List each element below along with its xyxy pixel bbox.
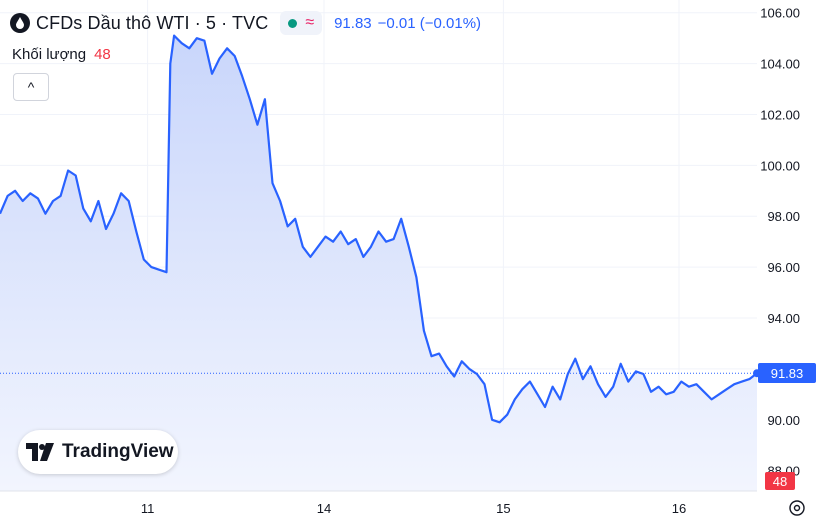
oil-drop-icon: [10, 13, 30, 33]
last-price: 91.83: [334, 14, 372, 32]
time-axis: 11 14 15 16: [141, 501, 686, 516]
x-tick-label: 16: [672, 501, 686, 516]
logo-text: TradingView: [62, 441, 174, 462]
volume-legend: Khối lượng 48: [12, 46, 111, 63]
price-change: −0.01 (−0.01%): [377, 14, 482, 32]
x-tick-label: 11: [141, 501, 155, 516]
settings-icon[interactable]: [787, 498, 807, 518]
x-tick-label: 15: [496, 501, 510, 516]
volume-tag: 48: [765, 472, 795, 490]
symbol-title[interactable]: CFDs Dầu thô WTI · 5 · TVC: [36, 12, 269, 33]
y-tick-label: 98.00: [767, 209, 800, 224]
volume-value: 48: [94, 46, 111, 63]
price-area: [0, 35, 757, 491]
y-tick-label: 90.00: [767, 413, 800, 428]
last-price-tag: 91.83: [758, 363, 816, 384]
tradingview-logo[interactable]: TradingView: [18, 430, 178, 474]
y-tick-label: 96.00: [767, 260, 800, 275]
y-tick-label: 106.00: [760, 6, 800, 21]
tv-logo-icon: [26, 443, 54, 461]
y-tick-label: 104.00: [760, 57, 800, 72]
green-dot-icon: [288, 18, 298, 28]
y-tick-label: 102.00: [760, 107, 800, 122]
y-tick-label: 94.00: [767, 311, 800, 326]
chevron-up-icon: ^: [27, 79, 35, 95]
collapse-legend-button[interactable]: ^: [13, 73, 49, 101]
y-tick-label: 100.00: [760, 158, 800, 173]
market-status[interactable]: ≈: [280, 11, 323, 35]
price-axis: 106.00 104.00 102.00 100.00 98.00 96.00 94.00 9…: [760, 6, 800, 479]
x-tick-label: 14: [317, 501, 331, 516]
volume-label: Khối lượng: [12, 46, 87, 63]
wave-icon: ≈: [305, 14, 315, 31]
price-line: [0, 34, 758, 424]
symbol-legend: CFDs Dầu thô WTI · 5 · TVC ≈ 91.83 −0.01…: [10, 10, 481, 36]
